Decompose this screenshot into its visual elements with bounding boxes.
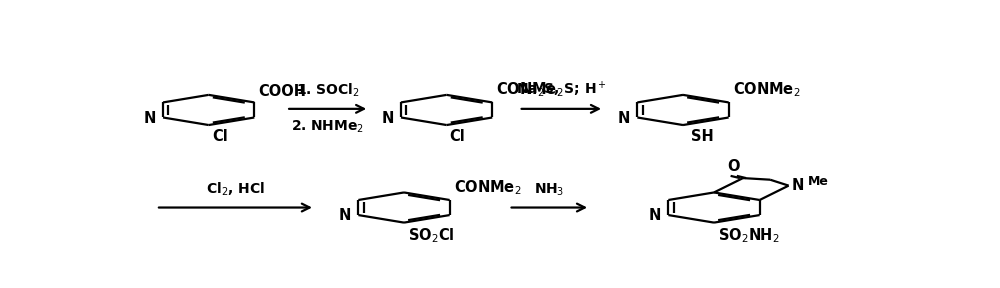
Text: N: N — [649, 208, 661, 223]
Text: 2. NHMe$_2$: 2. NHMe$_2$ — [291, 119, 364, 135]
Text: Cl: Cl — [450, 128, 465, 144]
Text: Na$_2$S, S; H$^+$: Na$_2$S, S; H$^+$ — [516, 79, 607, 99]
Text: N: N — [339, 208, 351, 223]
Text: N: N — [618, 111, 630, 126]
Text: O: O — [727, 159, 740, 174]
Text: 1. SOCl$_2$: 1. SOCl$_2$ — [296, 82, 360, 99]
Text: SH: SH — [691, 128, 714, 144]
Text: N: N — [382, 111, 394, 126]
Text: CONMe$_2$: CONMe$_2$ — [496, 80, 564, 99]
Text: CONMe$_2$: CONMe$_2$ — [454, 178, 521, 197]
Text: Cl$_2$, HCl: Cl$_2$, HCl — [206, 180, 265, 198]
Text: Me: Me — [808, 175, 829, 188]
Text: N: N — [792, 178, 804, 193]
Text: COOH: COOH — [258, 84, 306, 99]
Text: NH$_3$: NH$_3$ — [534, 181, 564, 198]
Text: SO$_2$Cl: SO$_2$Cl — [408, 226, 454, 245]
Text: CONMe$_2$: CONMe$_2$ — [733, 80, 800, 99]
Text: SO$_2$NH$_2$: SO$_2$NH$_2$ — [718, 226, 780, 245]
Text: N: N — [144, 111, 156, 126]
Text: Cl: Cl — [212, 128, 228, 144]
